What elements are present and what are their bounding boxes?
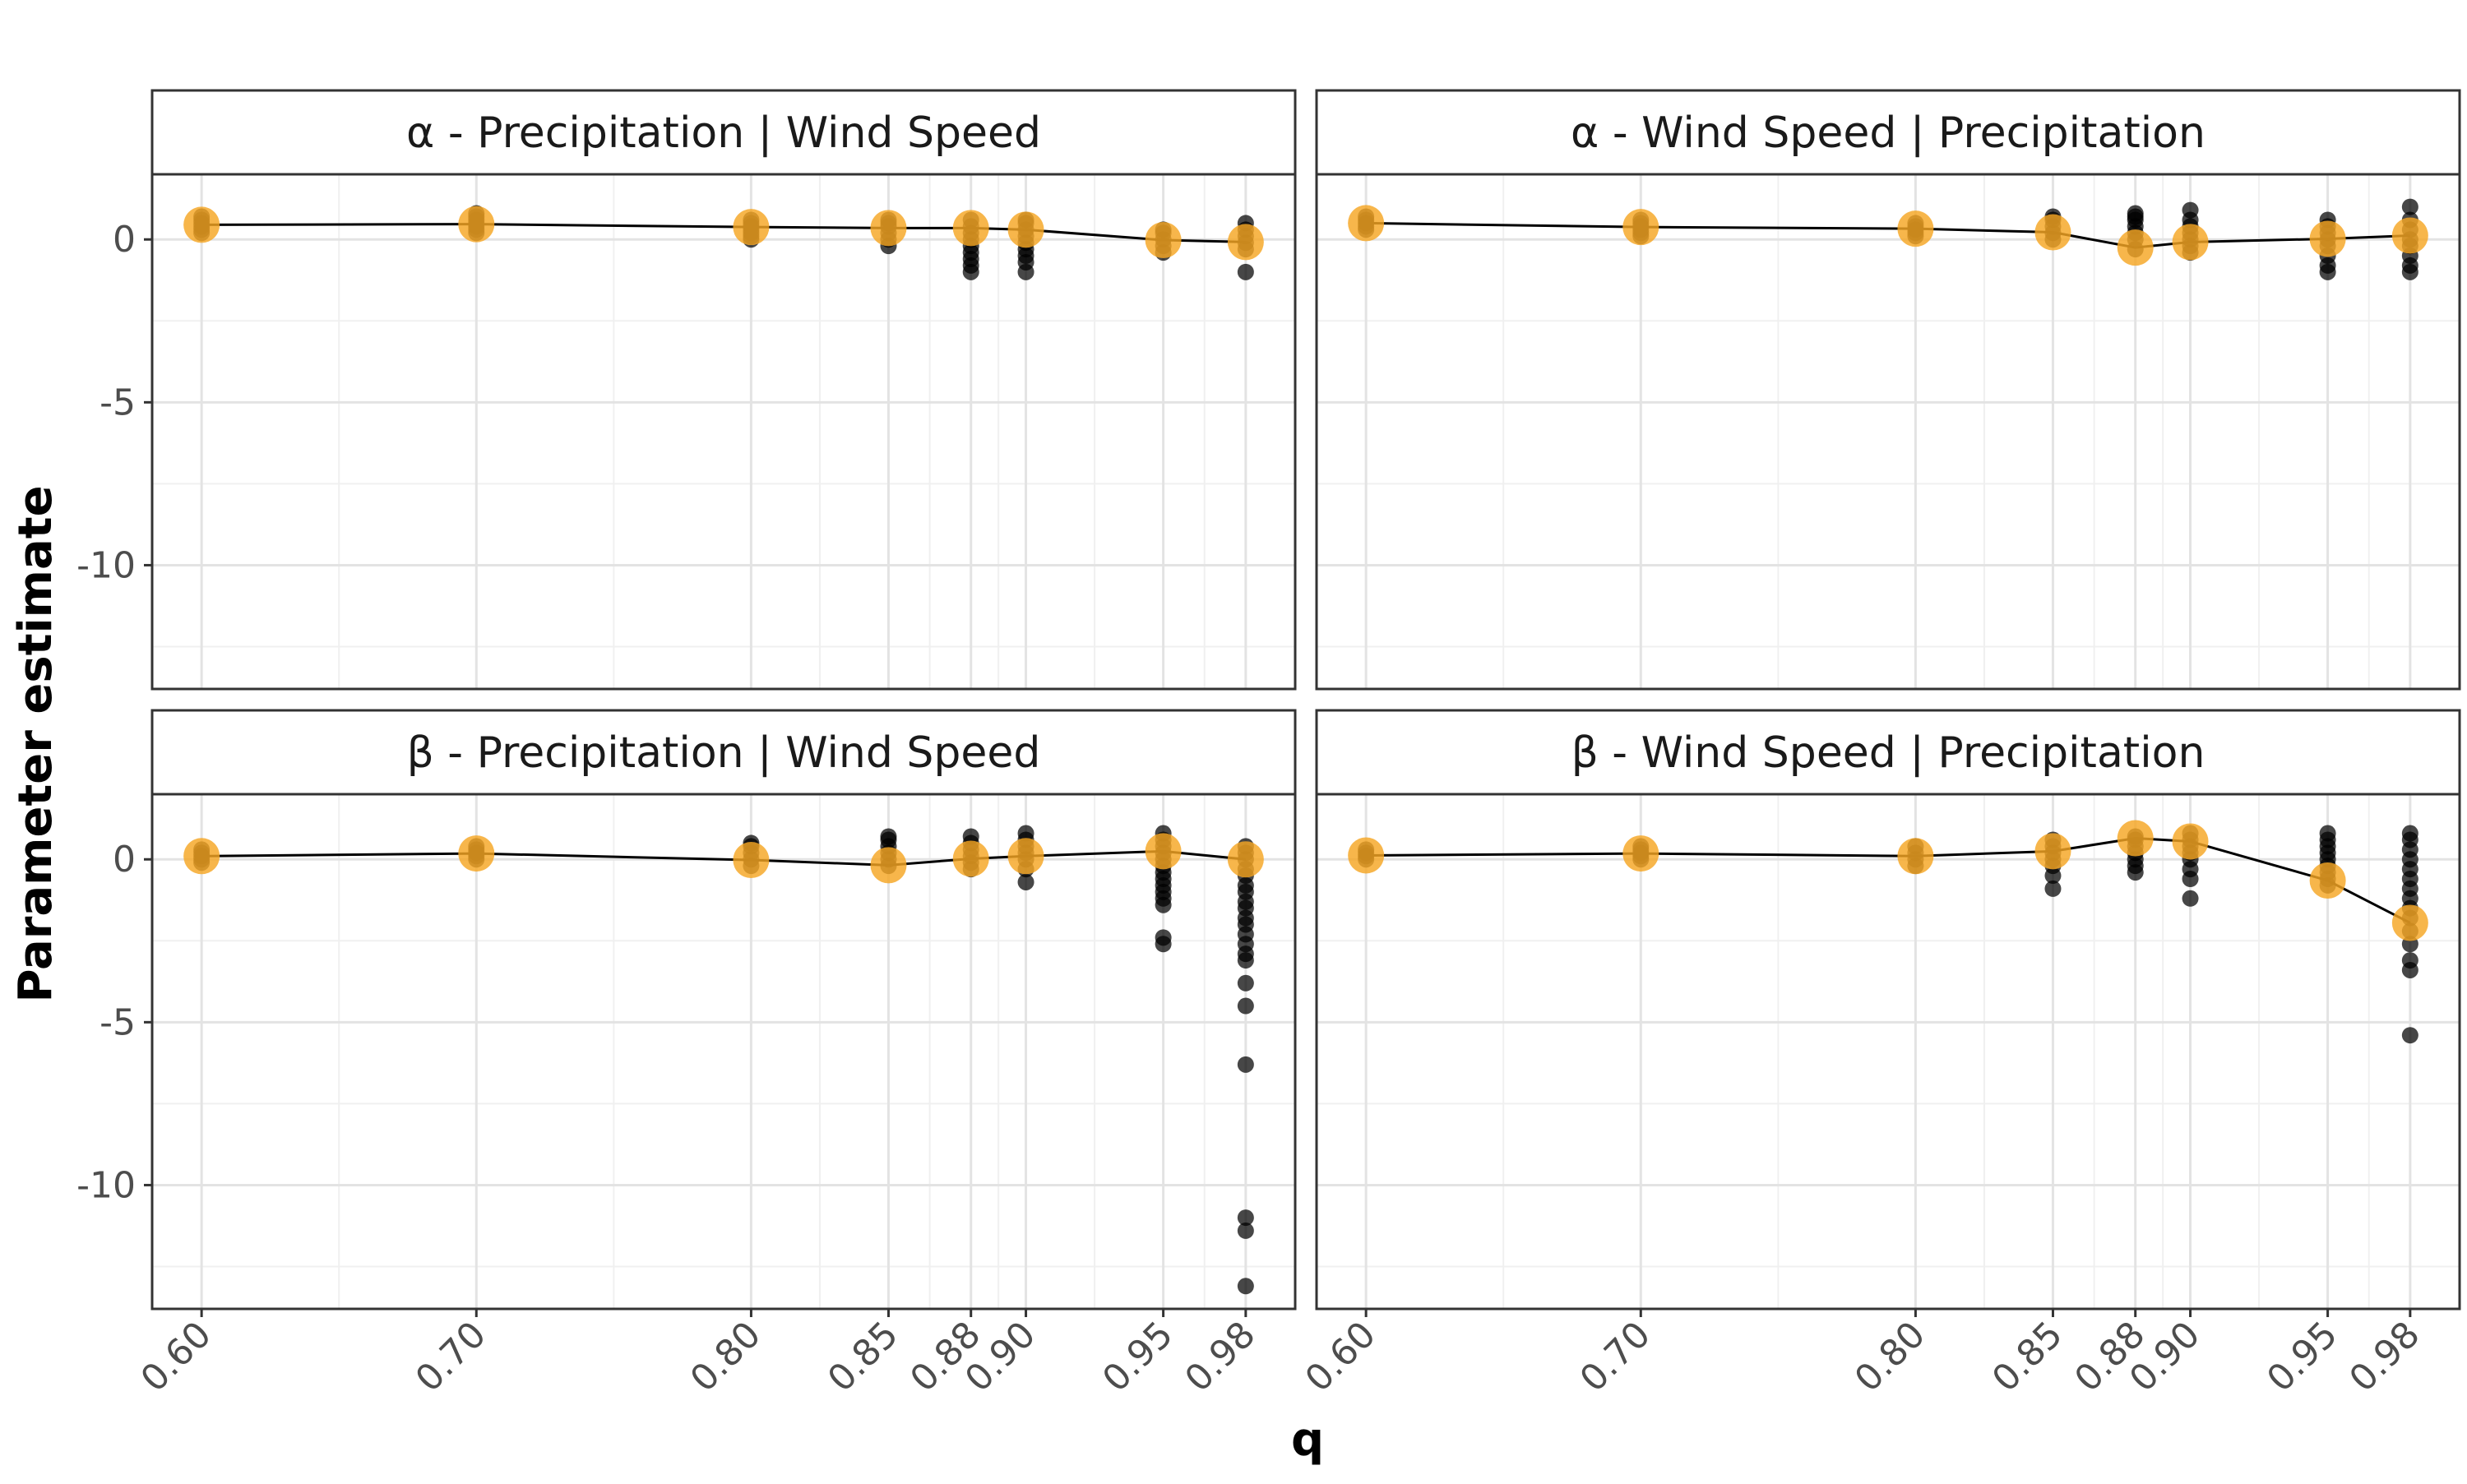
summary-point	[733, 842, 770, 879]
estimate-point	[2044, 880, 2062, 897]
panel-border	[150, 793, 1297, 1311]
estimate-point	[2182, 201, 2199, 219]
summary-line	[1366, 221, 2410, 249]
summary-point	[1227, 841, 1264, 878]
x-tick-label: 0.98	[1177, 1314, 1263, 1400]
summary-point	[2034, 214, 2071, 251]
summary-line	[1366, 836, 2411, 924]
summary-point	[870, 847, 907, 884]
summary-point	[1348, 837, 1385, 874]
x-tick-label: 0.95	[1095, 1314, 1181, 1400]
panel-4: β - Wind Speed | Precipitation 0.60 0.70 0.…	[1298, 709, 2461, 1400]
x-tick-label: 0.85	[820, 1314, 906, 1400]
summary-point	[1622, 209, 1659, 246]
summary-point	[2391, 904, 2428, 941]
summary-point	[1622, 835, 1659, 872]
summary-point	[458, 206, 495, 243]
panel-3: β - Precipitation | Wind Speed 0 -5 -10 0.60…	[76, 709, 1297, 1400]
summary-point	[952, 210, 989, 247]
summary-point	[733, 209, 770, 246]
estimate-point	[1237, 1209, 1254, 1227]
summary-point	[2391, 217, 2428, 254]
estimate-point	[2401, 952, 2418, 969]
summary-point	[1145, 222, 1182, 259]
estimate-point	[880, 828, 897, 845]
summary-point	[183, 206, 220, 243]
estimate-point	[1237, 263, 1254, 280]
summary-point	[458, 835, 495, 872]
y-tick-label: 0	[113, 219, 136, 261]
panel-border	[150, 173, 1297, 691]
summary-point	[1145, 833, 1182, 870]
panel-border	[1315, 173, 2461, 691]
summary-point	[870, 210, 907, 247]
estimate-point	[2127, 205, 2144, 222]
summary-point	[2172, 823, 2209, 860]
summary-point	[1007, 838, 1044, 875]
x-tick-label: 0.95	[2259, 1314, 2345, 1400]
y-tick-label: -10	[76, 544, 136, 586]
y-tick-label: -5	[100, 1001, 136, 1043]
summary-point	[1348, 205, 1385, 242]
x-tick-label: 0.60	[133, 1314, 220, 1400]
summary-point	[952, 840, 989, 877]
estimate-point	[1237, 1222, 1254, 1239]
summary-line	[201, 223, 1246, 243]
estimate-point	[1237, 997, 1254, 1015]
facet-title: β - Wind Speed | Precipitation	[1571, 728, 2205, 778]
summary-point	[1007, 211, 1044, 248]
panel-1: α - Precipitation | Wind Speed 0 -5 -10	[76, 89, 1297, 691]
estimate-point	[2401, 198, 2418, 215]
facet-title: β - Precipitation | Wind Speed	[407, 728, 1041, 778]
x-tick-label: 0.80	[1847, 1314, 1933, 1400]
summary-line	[201, 849, 1247, 867]
estimate-point	[2319, 825, 2336, 842]
x-tick-label: 0.80	[683, 1314, 769, 1400]
summary-point	[2034, 833, 2071, 870]
facet-strip	[150, 89, 1297, 176]
estimate-point	[2401, 1027, 2418, 1044]
x-tick-label: 0.70	[408, 1314, 494, 1400]
facet-strip	[150, 709, 1297, 796]
summary-point	[1897, 838, 1934, 875]
x-tick-label: 0.70	[1572, 1314, 1659, 1400]
x-tick-label: 0.60	[1298, 1314, 1384, 1400]
x-axis-title: q	[1291, 1413, 1324, 1467]
x-tick-label: 0.85	[1984, 1314, 2071, 1400]
y-tick-label: -5	[100, 381, 136, 423]
estimate-point	[1017, 873, 1034, 890]
x-tick-label: 0.98	[2341, 1314, 2428, 1400]
summary-point	[183, 838, 220, 875]
facet-title: α - Wind Speed | Precipitation	[1571, 109, 2205, 158]
panel-border	[1315, 793, 2461, 1311]
estimate-point	[2182, 890, 2199, 907]
y-axis-title: Parameter estimate	[9, 485, 62, 1002]
estimate-point	[1237, 1278, 1254, 1295]
estimate-point	[962, 828, 979, 845]
estimate-point	[2401, 825, 2418, 842]
estimate-point	[1237, 1056, 1254, 1073]
summary-point	[1897, 210, 1934, 247]
summary-point	[1227, 224, 1264, 261]
y-tick-label: -10	[76, 1164, 136, 1206]
facet-title: α - Precipitation | Wind Speed	[406, 109, 1041, 158]
summary-point	[2172, 224, 2209, 261]
summary-point	[2309, 220, 2346, 257]
summary-point	[2309, 862, 2346, 899]
estimate-point	[1017, 825, 1034, 842]
summary-point	[2117, 820, 2154, 857]
panel-2: α - Wind Speed | Precipitation	[1315, 89, 2461, 691]
summary-point	[2117, 229, 2154, 266]
estimate-point	[1155, 929, 1172, 946]
facet-strip	[1315, 709, 2461, 796]
facet-strip	[1315, 89, 2461, 176]
y-tick-label: 0	[113, 839, 136, 881]
estimate-point	[1237, 974, 1254, 992]
